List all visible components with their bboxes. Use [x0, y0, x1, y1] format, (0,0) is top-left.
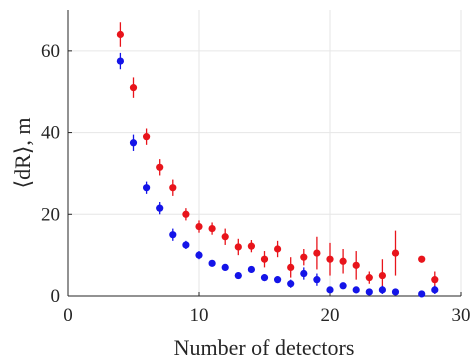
- ticks: 0 10 20 30 0 20 40 60: [41, 41, 471, 326]
- data-point: [431, 276, 439, 284]
- data-point: [378, 271, 386, 280]
- data-point: [247, 265, 255, 274]
- x-tick-label: 20: [321, 305, 340, 326]
- data-point: [169, 184, 177, 192]
- data-point: [260, 274, 269, 282]
- data-point: [208, 224, 216, 233]
- data-point: [208, 259, 216, 267]
- y-tick-label: 60: [41, 41, 60, 62]
- x-tick-label: 30: [452, 305, 471, 326]
- data-point: [195, 251, 203, 259]
- data-point: [169, 231, 177, 239]
- data-point: [300, 253, 308, 261]
- data-point: [234, 243, 242, 251]
- data-point: [234, 271, 242, 280]
- data-point: [352, 261, 360, 269]
- data-point: [274, 245, 282, 253]
- series-0: [116, 22, 439, 292]
- x-tick-label: 0: [63, 305, 73, 326]
- data-point: [326, 255, 334, 263]
- y-tick-label: 40: [41, 123, 60, 144]
- data-point: [182, 210, 190, 218]
- data-point: [339, 257, 347, 265]
- data-point: [143, 184, 151, 192]
- data-point: [260, 255, 269, 263]
- data-point: [287, 263, 295, 271]
- data-point: [352, 286, 360, 294]
- data-point: [129, 84, 138, 92]
- y-tick-label: 0: [51, 286, 61, 307]
- data-point: [313, 249, 321, 257]
- data-point: [156, 204, 164, 212]
- data-point: [431, 286, 439, 294]
- y-tick-label: 20: [41, 204, 60, 225]
- series-1: [116, 52, 439, 298]
- data-point: [182, 241, 190, 249]
- data-point: [156, 163, 164, 171]
- data-point: [391, 249, 400, 257]
- data-point: [116, 30, 124, 39]
- data-point: [339, 282, 347, 290]
- data-point: [378, 286, 386, 294]
- data-point: [221, 263, 229, 271]
- axes: [67, 10, 461, 297]
- data-point: [365, 274, 373, 282]
- data-point: [326, 286, 334, 294]
- series-layer: [116, 22, 439, 298]
- data-point: [365, 288, 373, 296]
- y-axis-title: ⟨dR⟩, m: [10, 118, 35, 189]
- data-point: [300, 269, 308, 278]
- data-point: [274, 276, 282, 284]
- data-point: [195, 222, 203, 231]
- data-point: [247, 242, 255, 250]
- data-point: [221, 233, 229, 241]
- data-point: [287, 280, 295, 288]
- data-point: [129, 139, 138, 147]
- data-point: [418, 255, 426, 263]
- x-tick-label: 10: [190, 305, 209, 326]
- x-axis-title: Number of detectors: [174, 335, 355, 360]
- data-point: [418, 290, 426, 298]
- data-point: [391, 288, 400, 296]
- data-point: [143, 133, 151, 141]
- data-point: [313, 276, 321, 284]
- data-point: [116, 57, 124, 65]
